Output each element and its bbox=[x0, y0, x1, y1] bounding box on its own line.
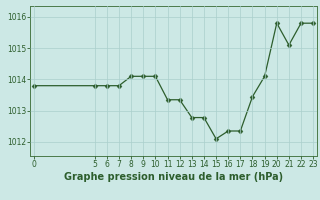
X-axis label: Graphe pression niveau de la mer (hPa): Graphe pression niveau de la mer (hPa) bbox=[64, 172, 283, 182]
